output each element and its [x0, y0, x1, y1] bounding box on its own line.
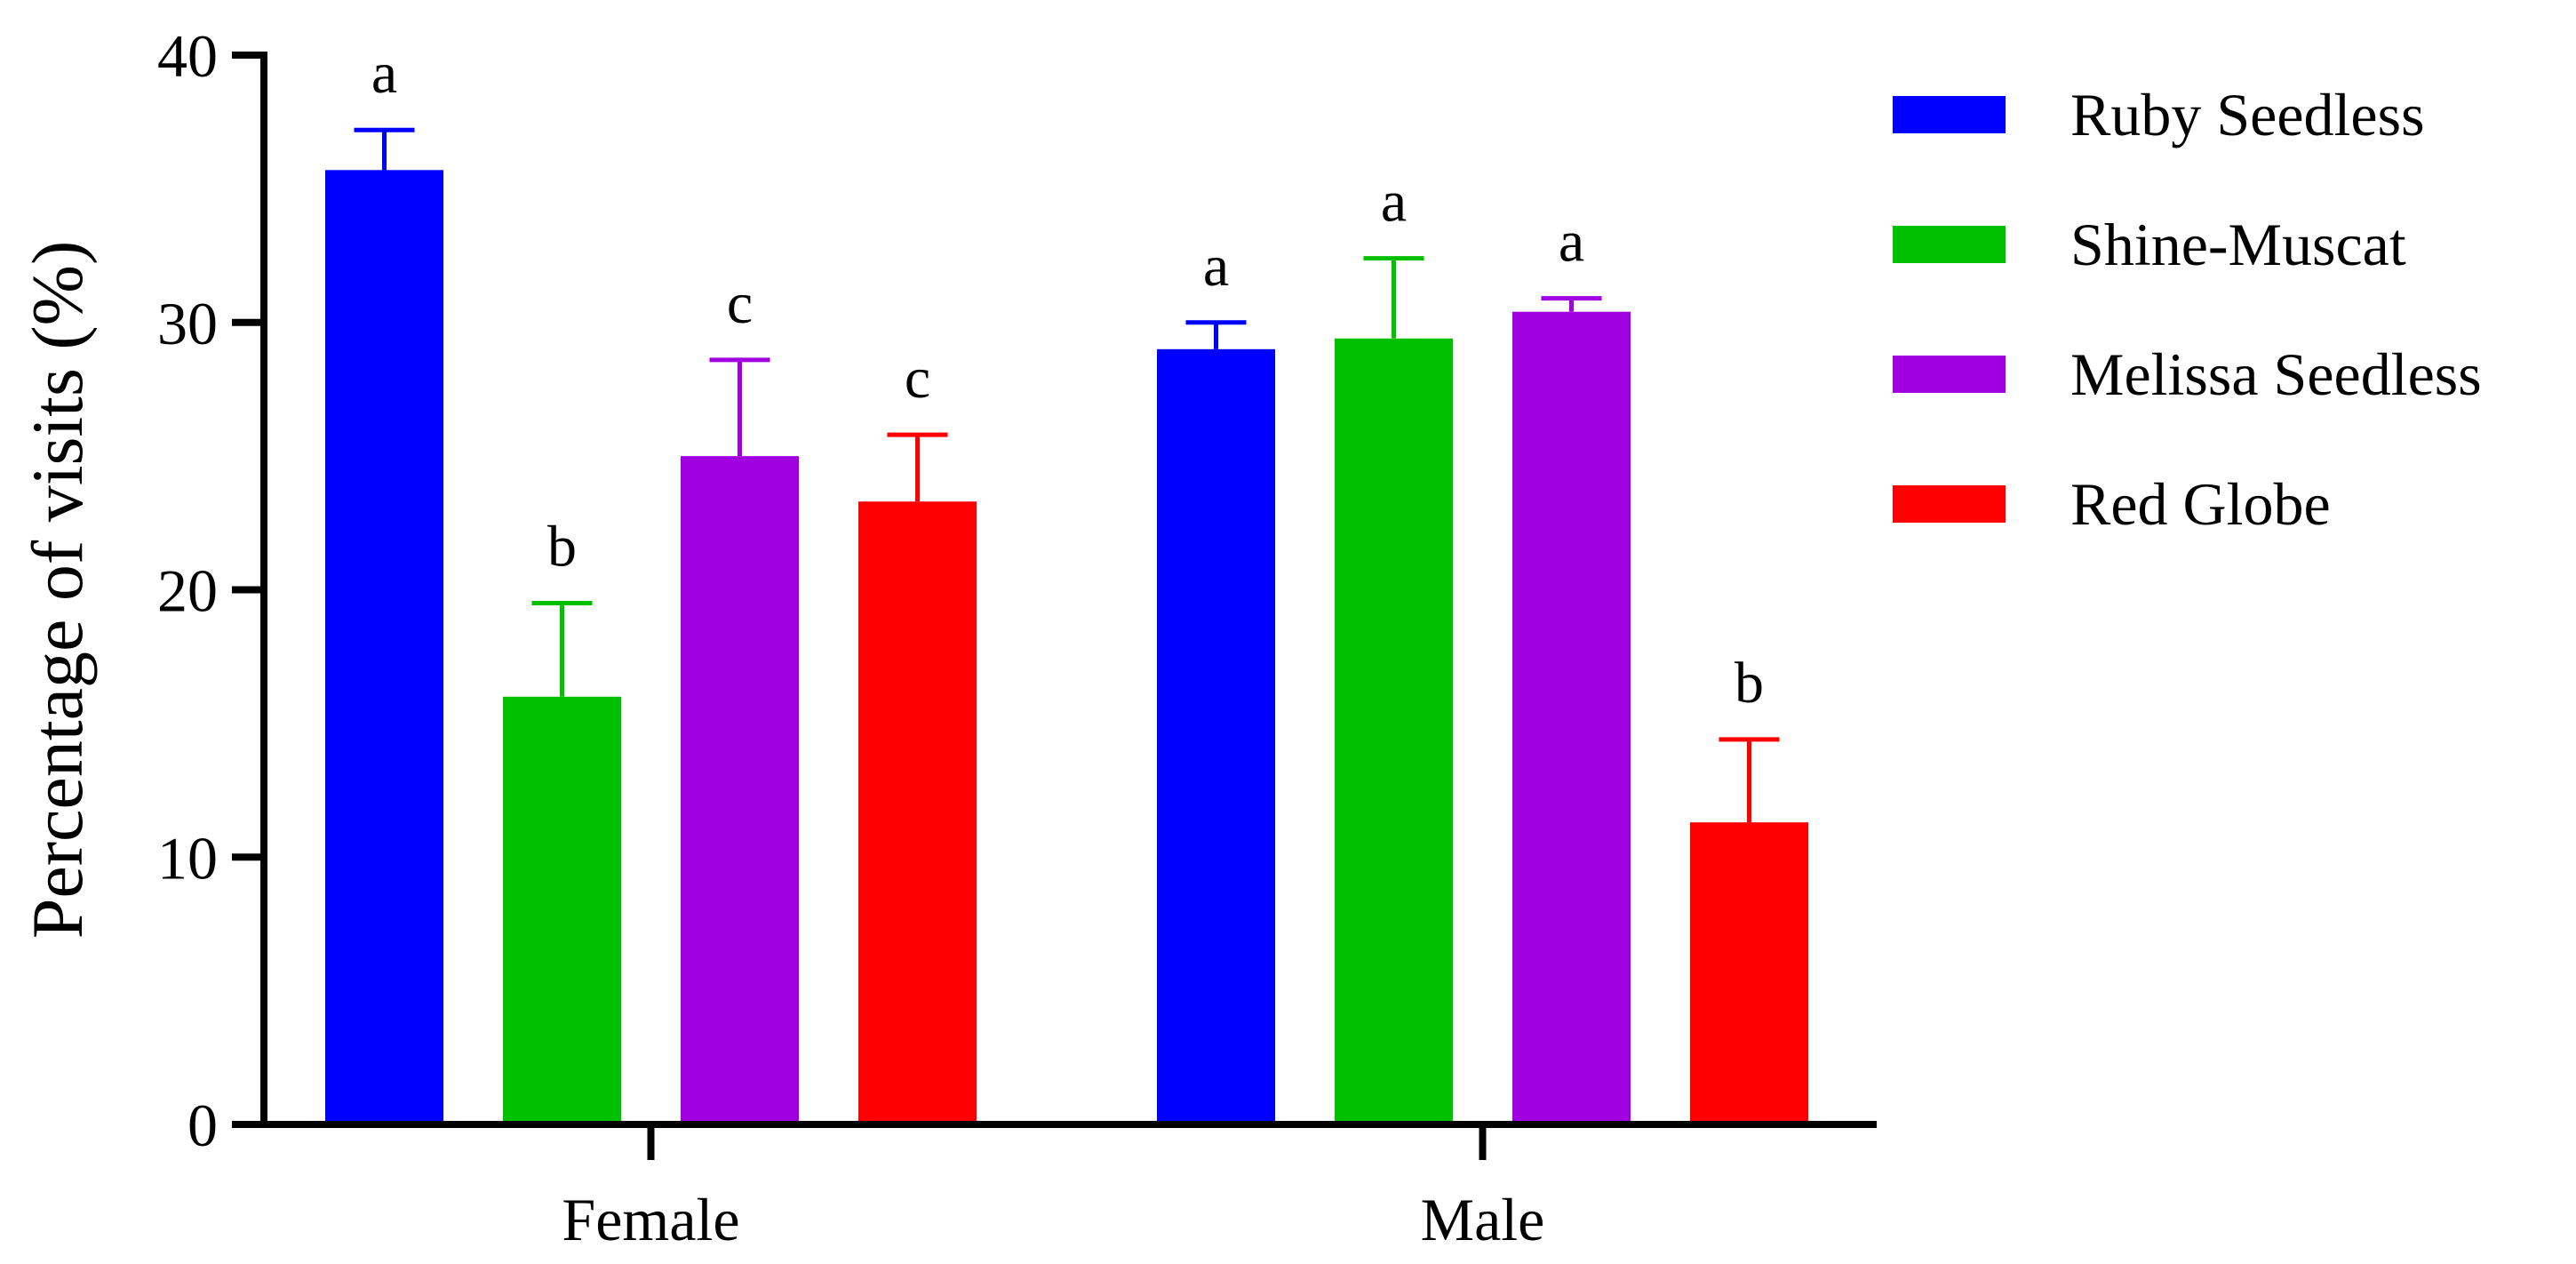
legend-swatch	[1893, 96, 2006, 133]
legend-swatch	[1893, 356, 2006, 393]
legend-label: Melissa Seedless	[2070, 340, 2482, 408]
significance-labels: a b c c a a a b	[371, 41, 1764, 716]
bars	[325, 170, 1808, 1125]
legend-label: Shine-Muscat	[2070, 211, 2406, 278]
significance-letter: a	[371, 41, 397, 106]
y-tick-label: 20	[157, 557, 218, 625]
error-bar	[354, 127, 415, 171]
significance-letter: a	[1559, 210, 1584, 275]
legend-label: Ruby Seedless	[2070, 81, 2425, 148]
error-bar	[1541, 296, 1602, 312]
y-tick-label: 40	[157, 22, 218, 90]
bar-male-melissa-seedless	[1512, 311, 1631, 1125]
x-category-label: Female	[562, 1186, 739, 1253]
legend-item: Shine-Muscat	[1893, 211, 2406, 278]
significance-letter: c	[905, 346, 930, 411]
legend-swatch	[1893, 226, 2006, 263]
legend-item: Red Globe	[1893, 470, 2331, 538]
error-bar	[709, 357, 770, 457]
legend-swatch	[1893, 485, 2006, 523]
bar-female-ruby-seedless	[325, 170, 443, 1124]
y-tick-label: 10	[157, 824, 218, 892]
bar-male-shine-muscat	[1335, 338, 1453, 1124]
y-tick-label: 30	[157, 290, 218, 357]
significance-letter: c	[727, 271, 753, 336]
legend-label: Red Globe	[2070, 470, 2331, 538]
error-bars	[354, 127, 1780, 823]
x-category-label: Male	[1421, 1186, 1545, 1253]
y-axis-label: Percentage of visits (%)	[17, 241, 98, 940]
legend-item: Ruby Seedless	[1893, 81, 2425, 148]
significance-letter: a	[1203, 234, 1229, 299]
error-bar	[531, 601, 593, 697]
significance-letter: b	[547, 515, 577, 580]
bar-female-melissa-seedless	[681, 456, 799, 1124]
bar-male-red-globe	[1690, 822, 1808, 1124]
error-bar	[887, 432, 948, 502]
bar-female-red-globe	[858, 501, 977, 1124]
significance-letter: a	[1381, 170, 1407, 235]
x-axis-categories: Female Male	[562, 1124, 1544, 1253]
significance-letter: b	[1735, 651, 1764, 716]
bar-female-shine-muscat	[503, 696, 621, 1124]
legend: Ruby Seedless Shine-Muscat Melissa Seedles…	[1893, 81, 2482, 538]
legend-item: Melissa Seedless	[1893, 340, 2482, 408]
error-bar	[1185, 320, 1247, 349]
y-tick-label: 0	[187, 1092, 218, 1159]
error-bar	[1363, 256, 1424, 339]
y-axis-ticks: 0 10 20 30 40	[157, 22, 264, 1159]
bar-male-ruby-seedless	[1157, 348, 1275, 1124]
error-bar	[1719, 737, 1780, 823]
